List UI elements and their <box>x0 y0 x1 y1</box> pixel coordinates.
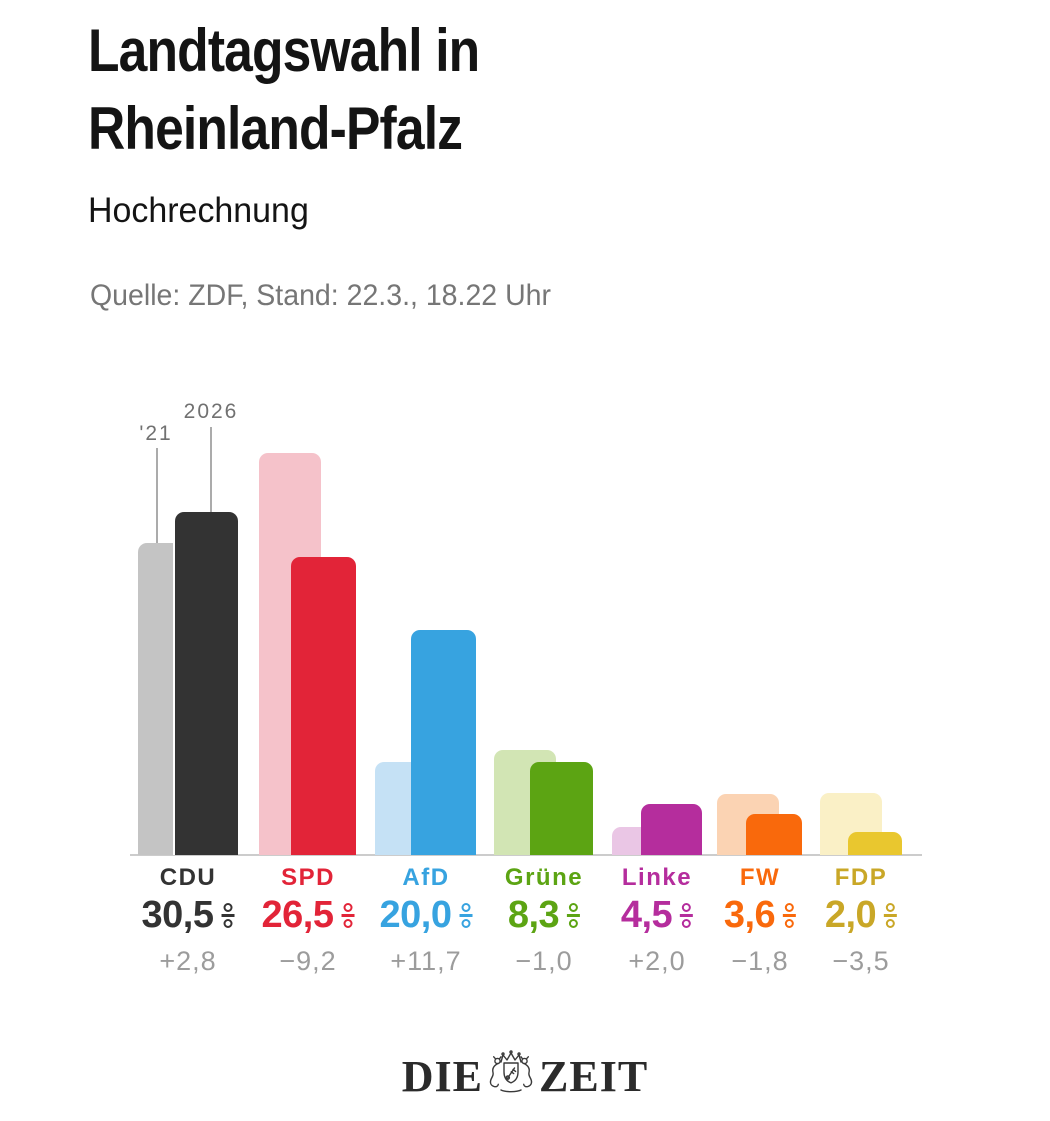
bar-current-CDU <box>175 512 238 855</box>
party-label-group: AfD 20,0 +11,7 <box>380 864 473 977</box>
party-change: −9,2 <box>279 946 337 976</box>
year-leader-line-current <box>210 427 212 512</box>
logo-die: DIE <box>401 1052 484 1101</box>
party-change: −1,8 <box>731 946 789 976</box>
party-change: +2,8 <box>159 946 217 976</box>
bar-current-Grüne <box>530 762 593 855</box>
party-change: +2,0 <box>628 946 686 976</box>
party-name: AfD <box>402 864 450 891</box>
party-name: SPD <box>281 864 335 891</box>
percent-icon <box>221 902 235 929</box>
party-value: 20,0 <box>379 894 452 936</box>
bar-current-Linke <box>641 804 702 855</box>
page-subtitle: Hochrechnung <box>88 191 309 230</box>
party-label-group: FW 3,6 −1,8 <box>723 864 797 977</box>
party-value: 4,5 <box>620 894 673 936</box>
party-name: CDU <box>159 864 217 891</box>
party-change: −3,5 <box>832 946 890 976</box>
party-change: −1,0 <box>515 946 573 976</box>
year-leader-line-previous <box>156 448 158 543</box>
zeit-logo: DIE ZEIT <box>0 1049 1050 1102</box>
percent-icon <box>680 902 694 929</box>
bar-current-FDP <box>848 832 902 855</box>
logo-zeit: ZEIT <box>539 1052 649 1101</box>
page-title: Landtagswahl in Rheinland-Pfalz <box>88 12 543 168</box>
party-value: 8,3 <box>507 894 560 936</box>
year-label-previous: '21 <box>139 422 173 445</box>
source-line: Quelle: ZDF, Stand: 22.3., 18.22 Uhr <box>90 279 552 312</box>
title-line-2: Rheinland-Pfalz <box>88 95 463 162</box>
bar-current-AfD <box>411 630 476 855</box>
x-axis-baseline <box>130 854 922 856</box>
party-value: 3,6 <box>723 894 776 936</box>
year-label-current: 2026 <box>183 400 239 423</box>
percent-icon <box>567 902 581 929</box>
percent-icon <box>884 902 898 929</box>
party-label-group: SPD 26,5 −9,2 <box>262 864 355 977</box>
party-label-group: FDP 2,0 −3,5 <box>824 864 898 977</box>
party-label-group: Linke 4,5 +2,0 <box>620 864 694 977</box>
party-label-group: CDU 30,5 +2,8 <box>142 864 235 977</box>
title-line-1: Landtagswahl in <box>88 17 480 84</box>
party-name: FDP <box>834 864 888 891</box>
party-name: FW <box>739 864 781 891</box>
bar-current-SPD <box>291 557 356 855</box>
bar-current-FW <box>746 814 802 855</box>
party-change: +11,7 <box>390 946 462 976</box>
party-value: 26,5 <box>261 894 334 936</box>
percent-icon <box>783 902 797 929</box>
percent-icon <box>459 902 473 929</box>
party-label-group: Grüne 8,3 −1,0 <box>505 864 583 977</box>
party-name: Linke <box>621 864 693 891</box>
party-value: 30,5 <box>141 894 214 936</box>
zeit-crest-icon <box>489 1049 533 1092</box>
party-value: 2,0 <box>824 894 877 936</box>
percent-icon <box>341 902 355 929</box>
party-name: Grüne <box>504 864 584 891</box>
